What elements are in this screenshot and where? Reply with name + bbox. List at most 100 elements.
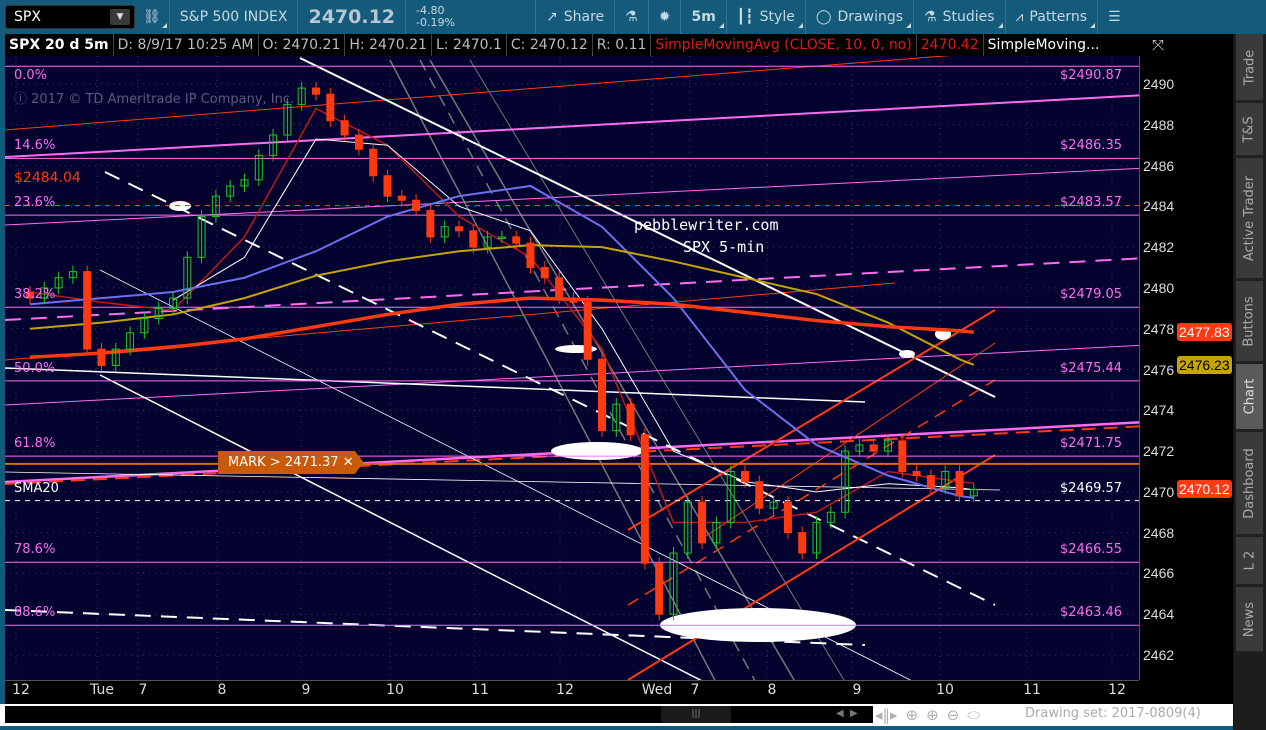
candle (154, 302, 163, 325)
candle-body (297, 87, 306, 105)
chevron-down-icon[interactable]: ▼ (110, 9, 130, 25)
candle (683, 495, 692, 560)
settings-button[interactable]: ✹ (649, 0, 682, 34)
change-percent: -0.19% (416, 16, 455, 29)
patterns-icon: ⩘ (1015, 9, 1024, 25)
x-tick-label: 11 (471, 682, 489, 698)
flask-button[interactable]: ⚗ (615, 0, 649, 34)
trendline-drawings (5, 56, 1139, 680)
moving-average-line (172, 138, 974, 493)
sidebar-tab-dashboard[interactable]: Dashboard (1236, 432, 1263, 536)
horizontal-scrollbar[interactable] (5, 706, 873, 723)
candle (955, 465, 964, 503)
bar-open: O: 2470.21 (259, 34, 346, 56)
zoom-in-icon[interactable]: ⊕ (926, 706, 939, 724)
candle-body (898, 440, 907, 472)
candle (512, 230, 521, 250)
study2-label[interactable]: SimpleMoving... (987, 37, 1100, 53)
candle (712, 516, 721, 549)
menu-button[interactable]: ☰ (1098, 0, 1131, 34)
x-tick-label: 10 (936, 682, 954, 698)
candle-body (412, 199, 421, 211)
expand-icon[interactable]: ◂‖▸ (875, 706, 898, 724)
candles (26, 81, 978, 621)
sidebar-tab-news[interactable]: News (1236, 587, 1263, 653)
candle (769, 495, 778, 515)
y-tick-label: 2478 (1143, 320, 1175, 337)
price-badge: 2476.23 (1177, 355, 1232, 374)
y-tick-label: 2490 (1143, 76, 1175, 92)
drawings-button[interactable]: ◯ Drawings (806, 0, 915, 34)
candle (254, 149, 263, 186)
patterns-button[interactable]: ⩘ Patterns (1006, 0, 1099, 34)
fib-price-label: $2466.55 (1060, 542, 1123, 558)
candle-body (455, 226, 463, 232)
ellipse-marker (899, 350, 915, 358)
candle (340, 114, 349, 142)
ellipse-marker (551, 442, 643, 460)
symbol-selector[interactable]: SPX ▼ (5, 5, 135, 29)
candle (912, 465, 921, 482)
scroll-arrows-icon[interactable]: ◀ ▶ (836, 708, 858, 719)
candle-body (812, 521, 821, 554)
candle (969, 483, 978, 503)
study-label[interactable]: SimpleMovingAvg (CLOSE, 10, 0, no) (651, 34, 917, 56)
candle (855, 438, 864, 458)
sidebar-tab-trade[interactable]: Trade (1236, 34, 1263, 102)
sidebar-tab-active-trader[interactable]: Active Trader (1236, 158, 1263, 280)
sidebar-tab-l-2[interactable]: L 2 (1236, 537, 1263, 586)
share-icon: ↗ (546, 9, 558, 25)
sidebar-tab-label: Chart (1242, 378, 1258, 415)
chart-area[interactable] (5, 56, 1139, 680)
time-axis[interactable] (5, 680, 1139, 704)
interval-button[interactable]: 5m (681, 0, 727, 34)
autoscale-icon[interactable]: ⤧ (1152, 36, 1165, 54)
candle-body (497, 236, 506, 239)
candle-body (555, 277, 564, 299)
left-edge (0, 34, 5, 730)
candle (655, 557, 664, 621)
candle-body (841, 450, 850, 513)
y-tick-label: 2468 (1143, 524, 1175, 541)
candle-body (54, 277, 63, 289)
y-tick-label: 2488 (1143, 116, 1175, 133)
candle (741, 465, 749, 488)
candle (483, 230, 492, 254)
bar-close: C: 2470.12 (507, 34, 593, 56)
candle-body (626, 403, 635, 436)
bar-high: H: 2470.21 (345, 34, 432, 56)
candle (211, 190, 220, 223)
x-tick-label: Wed (641, 682, 673, 698)
candle-body (340, 120, 349, 136)
candle (226, 179, 235, 203)
y-tick-label: 2480 (1143, 279, 1175, 296)
candle (826, 506, 835, 529)
candle (197, 210, 206, 264)
sidebar-tab-chart[interactable]: Chart (1236, 364, 1263, 431)
study-value: 2470.42 (917, 34, 984, 56)
candle (383, 169, 392, 203)
fib-price-label: $2463.46 (1060, 605, 1123, 621)
sidebar-tab-buttons[interactable]: Buttons (1236, 281, 1263, 363)
link-icon[interactable]: ⛓ (135, 0, 170, 34)
drawing-set-selector[interactable]: Drawing set: 2017-0809(4) (1025, 706, 1201, 721)
candle-body (869, 444, 878, 452)
zoom-out-icon[interactable]: ⊖ (946, 706, 960, 724)
share-button[interactable]: ↗ Share (536, 0, 616, 34)
candle (612, 398, 621, 437)
crosshair-icon[interactable]: ⊕ (905, 706, 919, 724)
mark-price-tag[interactable]: MARK > 2471.37 ✕ (218, 451, 364, 474)
candle-body (912, 470, 921, 477)
candle (497, 230, 506, 244)
x-tick-label: 7 (690, 682, 700, 698)
sidebar-tab-t-s[interactable]: T&S (1236, 103, 1263, 157)
y-tick-label: 2482 (1143, 239, 1175, 256)
scrollbar-thumb[interactable]: ||| (661, 706, 731, 723)
annotation-line2: SPX 5-min (683, 238, 765, 256)
price-levels (5, 65, 1139, 626)
style-button[interactable]: ┃┇ Style (727, 0, 806, 34)
ellipse-icon[interactable]: ⬭ (967, 706, 981, 724)
candle (297, 81, 306, 111)
studies-button[interactable]: ⚗ Studies (914, 0, 1006, 34)
